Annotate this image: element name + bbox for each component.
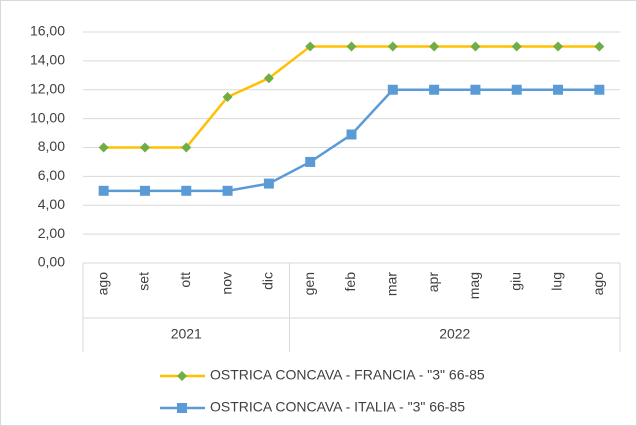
marker (429, 41, 440, 52)
marker (553, 84, 564, 95)
x-tick-label: dic (260, 272, 276, 290)
x-tick-label: set (136, 272, 152, 291)
x-group-label: 2022 (439, 326, 470, 342)
x-tick-label: mar (384, 272, 400, 296)
y-tick-label: 14,00 (30, 52, 65, 68)
marker (181, 142, 192, 153)
marker (511, 41, 522, 52)
x-tick-label: feb (342, 272, 358, 292)
legend-label: OSTRICA CONCAVA - ITALIA - "3" 66-85 (210, 399, 465, 415)
legend-marker (177, 371, 187, 381)
marker (387, 41, 398, 52)
y-tick-label: 10,00 (30, 109, 65, 125)
marker (181, 185, 192, 196)
marker (346, 129, 357, 140)
y-tick-label: 8,00 (38, 138, 65, 154)
marker (305, 156, 316, 167)
marker (222, 185, 233, 196)
x-tick-label: ago (590, 272, 606, 296)
y-tick-label: 4,00 (38, 196, 65, 212)
x-tick-label: apr (425, 272, 441, 293)
marker (139, 142, 150, 153)
marker (429, 84, 440, 95)
marker (470, 84, 481, 95)
x-group-label: 2021 (171, 326, 202, 342)
marker (346, 41, 357, 52)
marker (305, 41, 316, 52)
marker (98, 185, 109, 196)
x-tick-label: gen (301, 272, 317, 295)
legend-label: OSTRICA CONCAVA - FRANCIA - "3" 66-85 (210, 367, 485, 383)
marker (470, 41, 481, 52)
marker (222, 91, 233, 102)
x-tick-label: ago (94, 272, 110, 296)
legend-marker (177, 403, 187, 413)
x-tick-label: mag (466, 272, 482, 299)
marker (511, 84, 522, 95)
marker (263, 73, 274, 84)
marker (594, 41, 605, 52)
y-tick-label: 0,00 (38, 254, 65, 270)
x-tick-label: lug (549, 272, 565, 291)
marker (387, 84, 398, 95)
x-tick-label: nov (218, 272, 234, 295)
marker (553, 41, 564, 52)
marker (594, 84, 605, 95)
marker (98, 142, 109, 153)
marker (263, 178, 274, 189)
y-tick-label: 12,00 (30, 80, 65, 96)
y-tick-label: 6,00 (38, 167, 65, 183)
y-tick-label: 16,00 (30, 23, 65, 39)
x-tick-label: giu (507, 272, 523, 291)
marker (139, 185, 150, 196)
y-tick-label: 2,00 (38, 225, 65, 241)
x-tick-label: ott (177, 272, 193, 288)
